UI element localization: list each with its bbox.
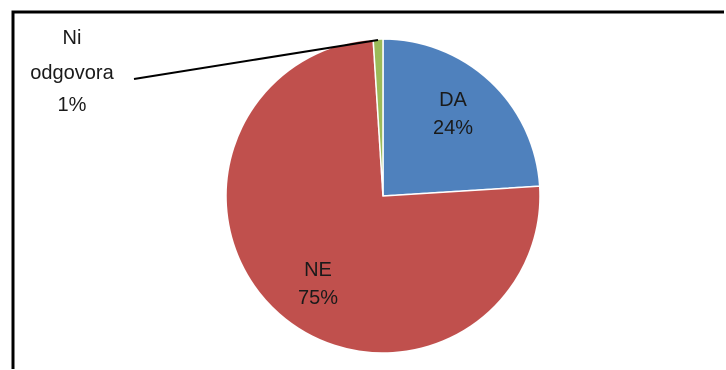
ni-odgovora-leader-line [133,39,379,80]
slice-label-ni-line2: odgovora [30,62,114,84]
pie-slice-ne [225,38,541,354]
pie-slice-da [382,38,541,197]
pie-slice-ni-odgovora [372,38,384,197]
slice-label-da: DA [439,89,467,111]
slice-value-ne: 75% [298,287,338,309]
slice-label-ni-line1: Ni [63,27,82,49]
chart-border [11,10,724,369]
slice-value-ni: 1% [58,94,87,116]
slice-label-ne: NE [304,259,332,281]
slice-value-da: 24% [433,117,473,139]
